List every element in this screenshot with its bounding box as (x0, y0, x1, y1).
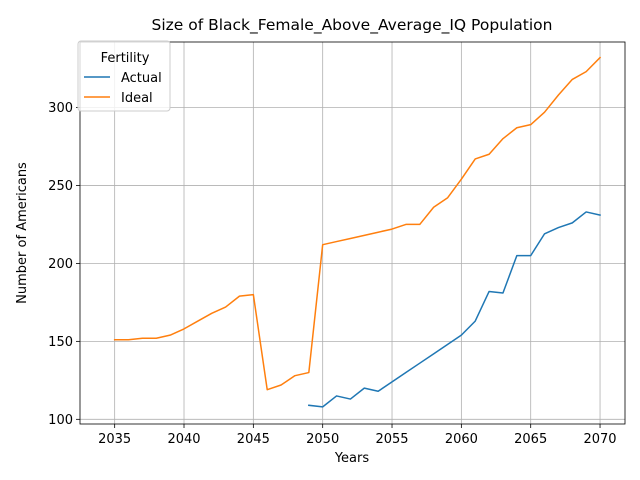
series-layer (113, 56, 602, 408)
y-tick-label: 150 (48, 335, 73, 350)
x-axis: 2035 2040 2045 2050 2055 2060 2065 2070 (98, 424, 617, 447)
y-axis-label: Number of Americans (15, 162, 30, 304)
x-tick-label: 2070 (583, 432, 616, 447)
x-axis-label: Years (334, 451, 370, 466)
plot-frame (79, 41, 626, 425)
legend-label-actual: Actual (121, 71, 162, 86)
grid-lines (80, 42, 625, 424)
x-tick-label: 2045 (237, 432, 270, 447)
x-tick-label: 2050 (306, 432, 339, 447)
chart-title: Size of Black_Female_Above_Average_IQ Po… (151, 16, 552, 35)
x-tick-label: 2035 (98, 432, 131, 447)
series-line-ideal (113, 56, 602, 391)
x-tick-label: 2065 (514, 432, 547, 447)
legend-label-ideal: Ideal (121, 91, 153, 106)
y-axis: 100 150 200 250 300 (48, 101, 80, 428)
x-tick-label: 2060 (445, 432, 478, 447)
y-tick-label: 200 (48, 257, 73, 272)
legend-title: Fertility (101, 51, 150, 66)
y-tick-label: 250 (48, 179, 73, 194)
legend: Fertility Actual Ideal (77, 40, 171, 112)
legend-box (77, 40, 171, 112)
x-tick-label: 2055 (375, 432, 408, 447)
x-tick-label: 2040 (167, 432, 200, 447)
series-line-actual (307, 211, 601, 408)
y-tick-label: 300 (48, 101, 73, 116)
y-tick-label: 100 (48, 413, 73, 428)
